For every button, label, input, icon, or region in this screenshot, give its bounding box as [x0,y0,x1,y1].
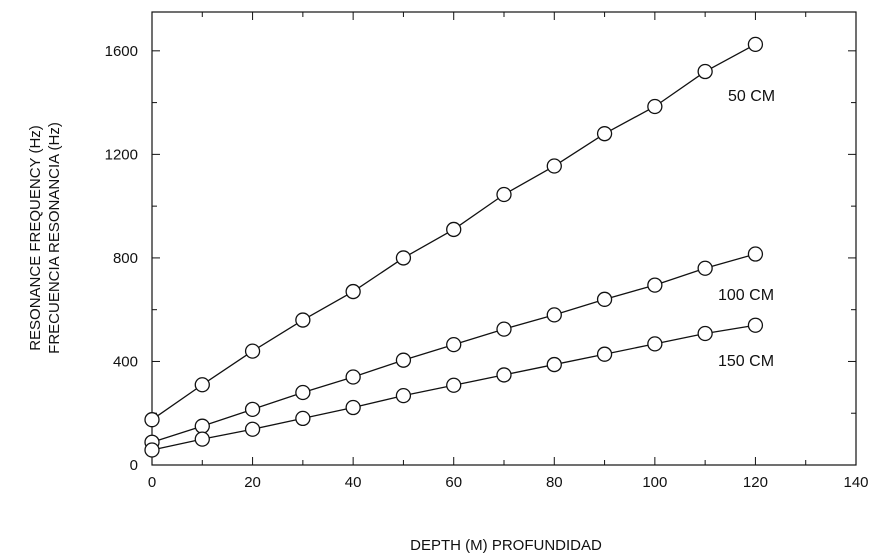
y-tick-label: 1600 [105,43,138,60]
data-point [496,367,512,383]
x-tick-label: 140 [843,474,868,491]
y-axis-title-line2: FRECUENCIA RESONANCIA (Hz) [46,122,63,354]
data-point [596,346,613,362]
y-tick-label: 1200 [105,146,138,163]
plot-frame [151,11,857,466]
data-point [546,158,562,174]
series-points [144,36,764,458]
data-point [144,442,160,458]
data-point [345,283,361,300]
data-point [295,312,311,328]
data-point [446,336,462,353]
y-tick-label: 400 [113,353,138,370]
data-point [395,387,412,404]
data-point [546,307,562,323]
x-axis-title: DEPTH (M) PROFUNDIDAD [410,537,602,554]
data-point [496,321,512,337]
y-tick-label: 800 [113,250,138,267]
x-tick-label: 80 [546,474,563,491]
data-point [496,186,512,203]
data-point [194,431,210,447]
y-axis-title-line1: RESONANCE FREQUENCY (Hz) [27,125,44,351]
data-point [295,384,311,401]
data-point [144,412,160,428]
data-point [596,291,613,307]
data-point [647,336,663,352]
data-point [345,399,361,416]
series-label-100cm: 100 CM [718,287,774,304]
x-tick-label: 20 [244,474,261,491]
data-point [244,421,261,437]
series-labels: 50 CM 100 CM 150 CM [718,88,775,370]
data-point [345,369,361,385]
x-tick-label: 40 [345,474,362,491]
data-point [395,250,412,266]
x-tick-label: 120 [743,474,768,491]
series-label-50cm: 50 CM [728,88,775,105]
data-point [546,356,562,373]
x-tick-label: 100 [642,474,667,491]
data-point [747,246,764,262]
data-point [747,36,764,53]
data-point [697,325,713,342]
data-point [446,221,462,238]
data-point [244,401,261,417]
series-label-150cm: 150 CM [718,353,774,370]
data-point [194,377,210,393]
data-point [295,410,311,427]
data-point [395,352,412,368]
data-point [194,418,210,434]
tick-marks [151,12,857,466]
data-point [244,343,261,359]
data-point [647,98,663,115]
data-point [647,277,663,293]
x-tick-label: 60 [445,474,462,491]
tick-labels: 0 20 40 60 80 100 120 140 0 400 800 1200 1600 [105,43,869,491]
data-point [446,377,462,393]
data-point [697,260,713,276]
y-tick-label: 0 [130,457,138,474]
data-point [747,317,764,333]
x-tick-label: 0 [148,474,156,491]
data-point [596,126,613,142]
data-point [697,63,713,80]
